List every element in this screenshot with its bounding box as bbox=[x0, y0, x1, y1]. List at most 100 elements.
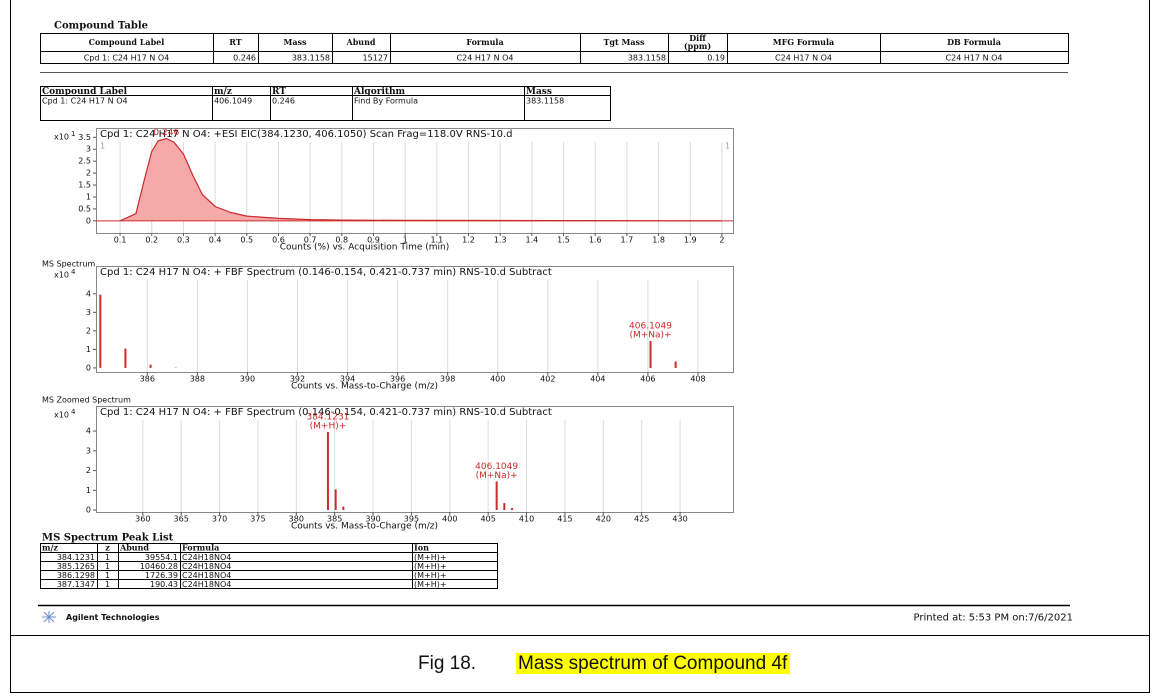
y-multiplier: x10 bbox=[54, 133, 69, 142]
table-cell: 1 bbox=[105, 553, 110, 562]
y-tick-label: 0 bbox=[86, 216, 91, 225]
y-tick-label: 3 bbox=[86, 446, 91, 455]
table-header: m/z bbox=[42, 543, 58, 553]
peak-label: 406.1049 bbox=[629, 322, 672, 332]
table-cell: 10460.28 bbox=[140, 562, 178, 571]
table-cell: 0.19 bbox=[707, 54, 725, 63]
chart-title: Cpd 1: C24 H17 N O4: + FBF Spectrum (0.1… bbox=[100, 407, 552, 418]
x-tick-label: 395 bbox=[404, 515, 419, 524]
x-tick-label: 0.5 bbox=[240, 236, 253, 245]
table-frame bbox=[40, 86, 611, 121]
y-tick-label: 1 bbox=[86, 345, 91, 354]
agilent-logo bbox=[42, 611, 56, 623]
table-header: Ion bbox=[414, 543, 429, 553]
y-tick-label: 2 bbox=[86, 326, 91, 335]
y-tick-label: 1 bbox=[86, 486, 91, 495]
table-cell: 383.1158 bbox=[292, 54, 330, 63]
table-cell: C24H18NO4 bbox=[182, 562, 231, 571]
table-header: Formula bbox=[466, 37, 503, 47]
x-tick-label: 1.7 bbox=[621, 236, 634, 245]
table-frame bbox=[40, 543, 498, 589]
y-tick-label: 3 bbox=[86, 308, 91, 317]
x-tick-label: 1.6 bbox=[589, 236, 602, 245]
table-cell: (M+H)+ bbox=[414, 571, 447, 580]
x-tick-label: 394 bbox=[340, 375, 355, 384]
x-tick-label: 388 bbox=[190, 375, 205, 384]
x-tick-label: 0.1 bbox=[114, 236, 127, 245]
x-tick-label: 1.3 bbox=[494, 236, 507, 245]
x-tick-label: 400 bbox=[442, 515, 457, 524]
x-tick-label: 2 bbox=[719, 236, 724, 245]
table-cell: C24H18NO4 bbox=[182, 580, 231, 589]
table-cell: 1726.39 bbox=[145, 571, 178, 580]
table-header: z bbox=[105, 543, 110, 553]
x-tick-label: 360 bbox=[135, 515, 150, 524]
section-label: MS Zoomed Spectrum bbox=[42, 396, 131, 405]
x-axis-label: Counts (%) vs. Acquisition Time (min) bbox=[280, 243, 449, 253]
peak-label: 0.246 bbox=[153, 128, 179, 138]
peak-label: 406.1049 bbox=[475, 462, 518, 472]
y-multiplier: x10 bbox=[54, 411, 69, 420]
table-cell: C24 H17 N O4 bbox=[946, 54, 1003, 63]
table-cell: 1 bbox=[105, 562, 110, 571]
table-header: Compound Label bbox=[89, 37, 165, 47]
table-cell: 0.246 bbox=[233, 54, 256, 63]
corner-mark: 1 bbox=[100, 142, 105, 151]
x-tick-label: 0.3 bbox=[177, 236, 190, 245]
peak-label: (M+Na)+ bbox=[476, 471, 518, 481]
line bbox=[119, 137, 722, 222]
y-tick-label: 4 bbox=[86, 427, 91, 436]
x-tick-label: 1.5 bbox=[557, 236, 570, 245]
table-header: Mass bbox=[283, 37, 307, 47]
table-cell: 0.246 bbox=[272, 97, 295, 106]
table-header: Abund bbox=[119, 543, 149, 553]
x-tick-label: 365 bbox=[174, 515, 189, 524]
table-cell: 383.1158 bbox=[526, 97, 564, 106]
table-cell: (M+H)+ bbox=[414, 580, 447, 589]
caption-text: Mass spectrum of Compound 4f bbox=[518, 653, 788, 674]
table-header: Algorithm bbox=[353, 87, 406, 97]
table-cell: C24H18NO4 bbox=[182, 553, 231, 562]
table-header: Abund bbox=[345, 37, 375, 47]
table-header: Diff bbox=[689, 33, 706, 43]
y-multiplier-exponent: 1 bbox=[71, 130, 75, 138]
table-cell: 1 bbox=[105, 571, 110, 580]
table-cell: (M+H)+ bbox=[414, 553, 447, 562]
section-label: MS Spectrum bbox=[42, 260, 95, 269]
table-header: Formula bbox=[182, 543, 219, 553]
x-axis-label: Counts vs. Mass-to-Charge (m/z) bbox=[291, 522, 438, 532]
y-tick-label: 1.5 bbox=[78, 181, 91, 190]
x-tick-label: 392 bbox=[290, 375, 305, 384]
footer-company: Agilent Technologies bbox=[66, 613, 160, 622]
table-header: (ppm) bbox=[684, 41, 711, 51]
y-tick-label: 0.5 bbox=[78, 204, 91, 213]
table-cell: Cpd 1: C24 H17 N O4 bbox=[84, 54, 170, 63]
table-frame bbox=[40, 33, 1069, 64]
peak-label: (M+Na)+ bbox=[629, 331, 671, 341]
table-header: RT bbox=[272, 87, 286, 97]
x-tick-label: 404 bbox=[590, 375, 605, 384]
y-tick-label: 0 bbox=[86, 506, 91, 515]
x-tick-label: 402 bbox=[540, 375, 555, 384]
x-tick-label: 398 bbox=[440, 375, 455, 384]
table-cell: C24 H17 N O4 bbox=[457, 54, 514, 63]
corner-mark: 1 bbox=[725, 142, 730, 151]
y-tick-label: 3.5 bbox=[78, 133, 91, 142]
table-cell: 15127 bbox=[363, 54, 388, 63]
chart-title: Cpd 1: C24 H17 N O4: +ESI EIC(384.1230, … bbox=[100, 129, 512, 140]
x-tick-label: 370 bbox=[212, 515, 227, 524]
table-cell: 406.1049 bbox=[214, 97, 252, 106]
y-multiplier-exponent: 4 bbox=[71, 408, 76, 416]
table-header: RT bbox=[229, 37, 242, 47]
x-tick-label: 380 bbox=[289, 515, 304, 524]
table-cell: 384.1231 bbox=[57, 553, 95, 562]
chart-title: Cpd 1: C24 H17 N O4: + FBF Spectrum (0.1… bbox=[100, 267, 552, 278]
x-tick-label: 1.4 bbox=[525, 236, 538, 245]
table-cell: 387.1347 bbox=[57, 580, 95, 589]
table-cell: 1 bbox=[105, 580, 110, 589]
table-cell: C24H18NO4 bbox=[182, 571, 231, 580]
table-cell: (M+H)+ bbox=[414, 562, 447, 571]
y-tick-label: 4 bbox=[86, 289, 91, 298]
x-tick-label: 0.6 bbox=[272, 236, 285, 245]
table-cell: Cpd 1: C24 H17 N O4 bbox=[42, 97, 128, 106]
